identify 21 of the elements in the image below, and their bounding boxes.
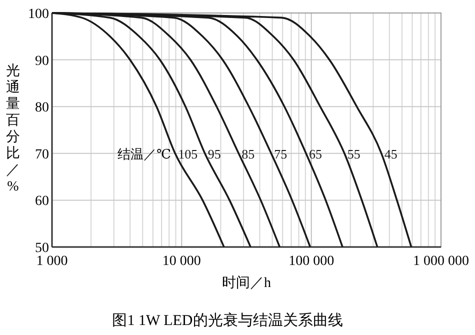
legend-title: 结温／℃ bbox=[118, 146, 172, 162]
series-label: 105 bbox=[178, 146, 198, 162]
y-tick-label: 50 bbox=[35, 241, 49, 256]
series-label: 65 bbox=[309, 146, 322, 162]
series-label: 55 bbox=[347, 146, 360, 162]
series-label: 85 bbox=[242, 146, 255, 162]
y-tick-label: 90 bbox=[35, 54, 49, 69]
x-tick-label: 10 000 bbox=[162, 254, 201, 269]
x-tick-label: 100 000 bbox=[288, 254, 334, 269]
x-tick-label: 1 000 bbox=[36, 254, 68, 269]
series-label: 95 bbox=[208, 146, 221, 162]
series-label: 75 bbox=[274, 146, 288, 162]
y-tick-label: 70 bbox=[35, 147, 49, 162]
y-tick-label: 80 bbox=[35, 100, 49, 116]
y-tick-label: 60 bbox=[35, 194, 49, 210]
x-tick-label: 1 000 000 bbox=[413, 254, 469, 269]
text: 图1 1W LED的光衰与结温关系曲线 bbox=[112, 312, 343, 329]
series-label: 45 bbox=[384, 146, 398, 162]
x-axis-title: 时间／h bbox=[222, 275, 271, 291]
y-axis-title: 光通量百分比／% bbox=[6, 63, 20, 194]
y-tick-label: 100 bbox=[28, 7, 49, 22]
